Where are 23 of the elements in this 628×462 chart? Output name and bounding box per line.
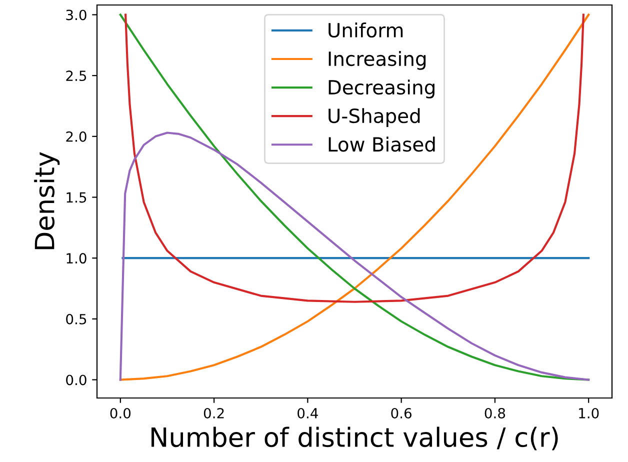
y-tick-label: 0.5	[66, 314, 86, 324]
legend-label: Low Biased	[328, 136, 435, 152]
x-tick-label: 0.0	[110, 408, 131, 418]
x-tick-label: 0.2	[204, 408, 224, 418]
x-tick-label: 0.6	[391, 408, 412, 418]
x-tick-label: 0.8	[484, 408, 506, 418]
y-tick-label: 2.5	[66, 70, 86, 82]
legend-label: Uniform	[328, 22, 403, 38]
y-axis-title: Density	[34, 152, 60, 250]
x-axis-title: Number of distinct values / c(r)	[152, 426, 558, 450]
y-tick-label: 3.0	[66, 10, 86, 20]
line-series	[124, 14, 584, 303]
legend-label: Decreasing	[328, 80, 434, 98]
y-tick-label: 1.0	[66, 253, 86, 264]
line-series	[119, 132, 590, 381]
y-tick-label: 0.0	[66, 374, 86, 386]
x-tick-label: 0.4	[298, 408, 318, 418]
legend-label: U-Shaped	[328, 108, 420, 127]
line-series	[119, 14, 590, 381]
x-tick-label: 1.0	[579, 408, 599, 418]
y-tick-label: 2.0	[66, 131, 86, 142]
legend-label: Increasing	[328, 51, 426, 70]
y-tick-label: 1.5	[66, 192, 86, 203]
